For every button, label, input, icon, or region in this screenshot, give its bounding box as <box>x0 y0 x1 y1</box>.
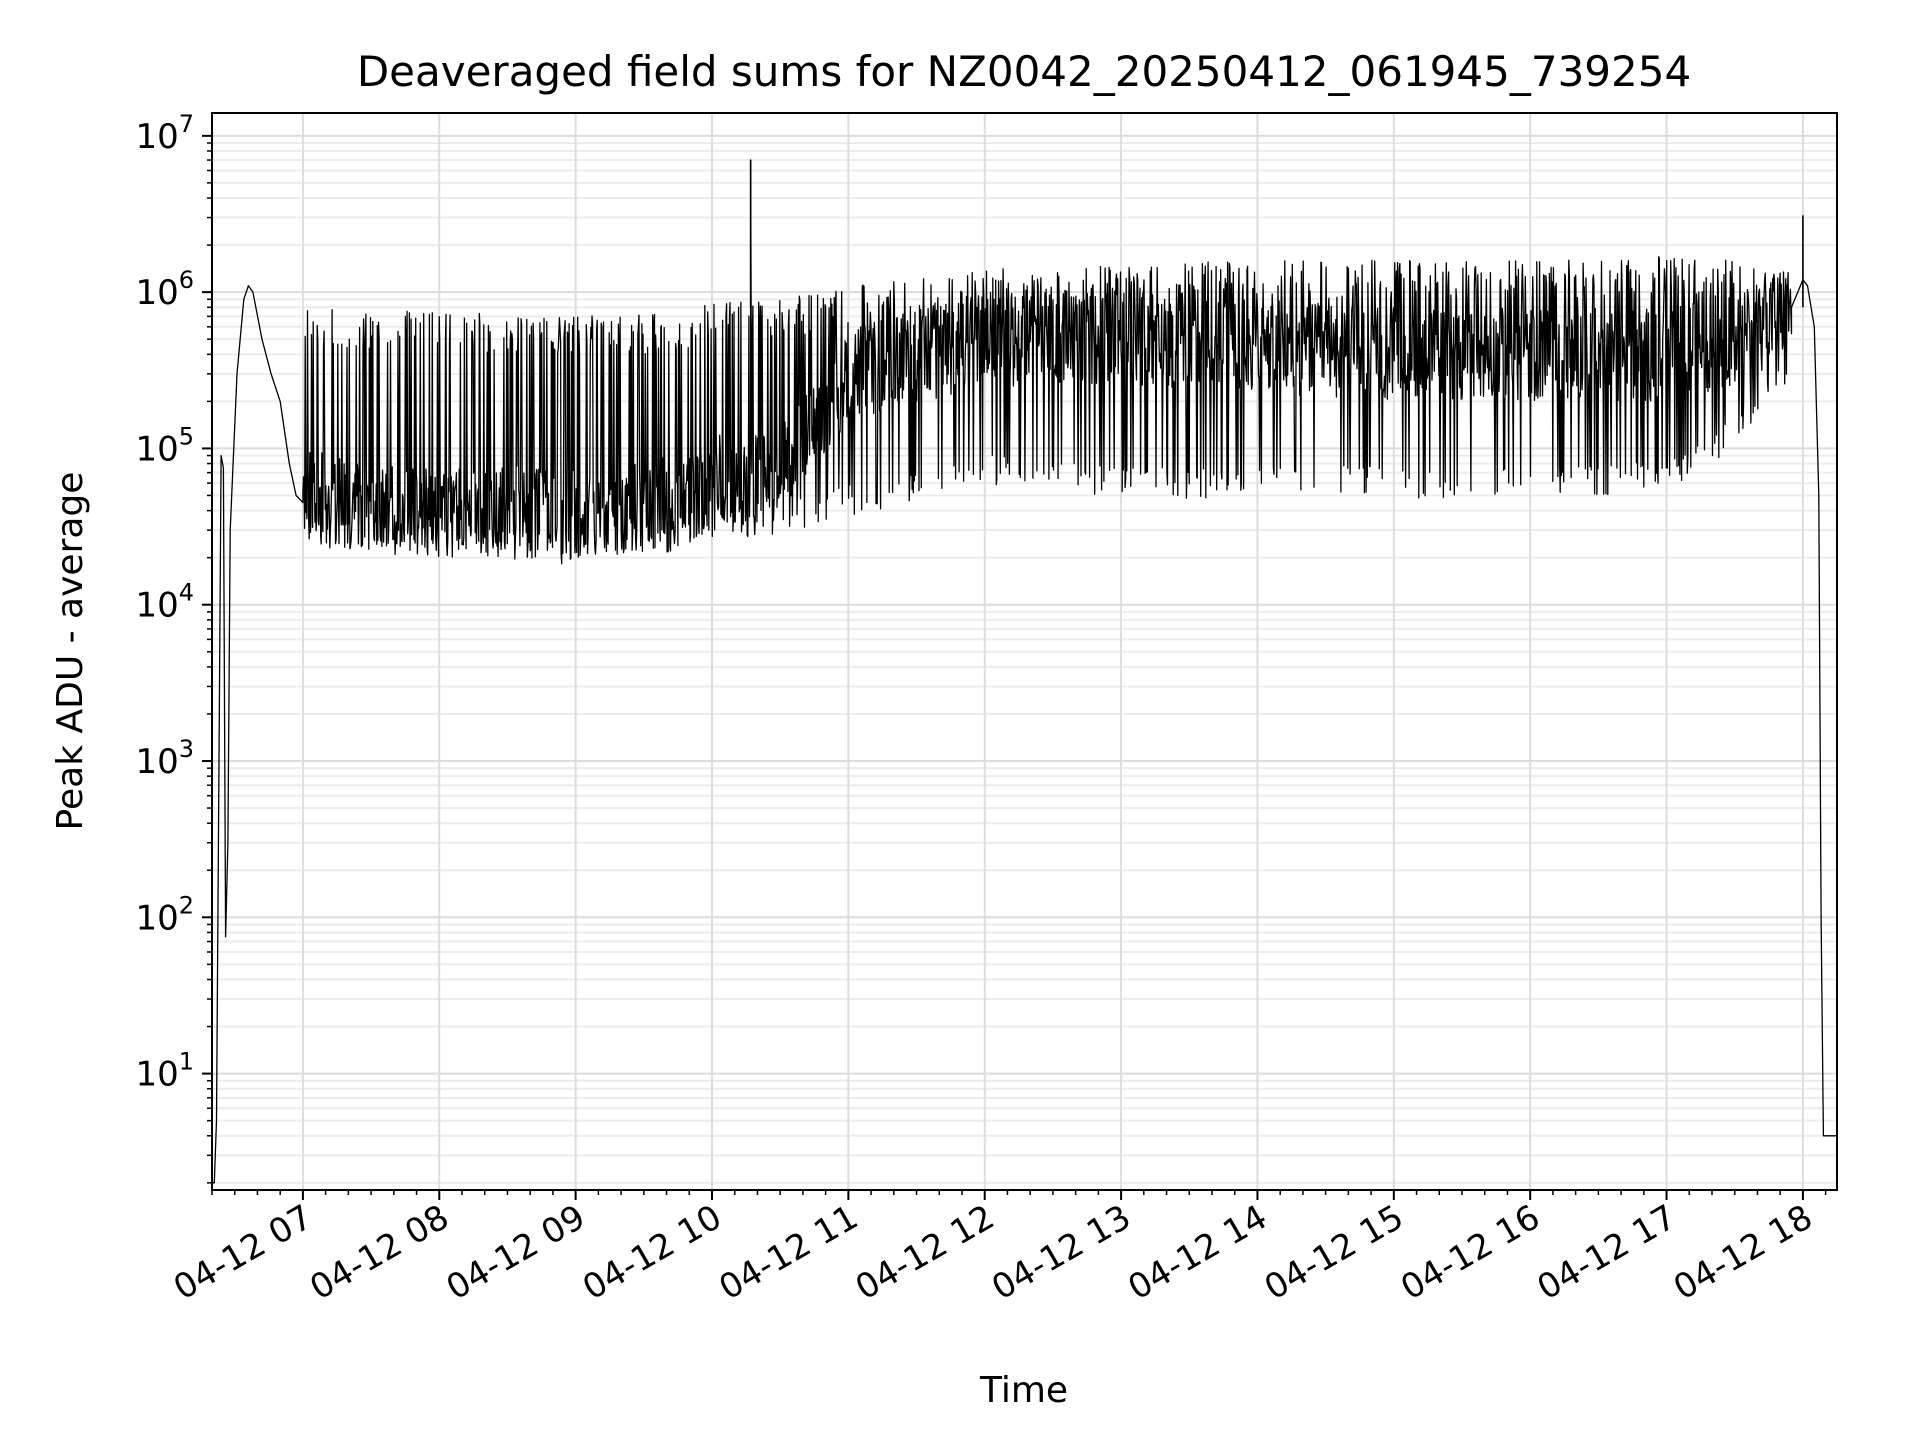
y-axis-label: Peak ADU - average <box>50 472 91 831</box>
y-tick-label: 103 <box>135 735 194 782</box>
x-tick-label: 04-12 13 <box>985 1197 1137 1308</box>
data-series <box>212 159 1837 1184</box>
grid <box>212 113 1837 1190</box>
x-tick-label: 04-12 08 <box>303 1197 455 1308</box>
series-line <box>212 159 1837 1184</box>
x-tick-label: 04-12 16 <box>1394 1197 1546 1308</box>
y-tick-label: 107 <box>135 110 194 157</box>
x-tick-label: 04-12 17 <box>1531 1197 1683 1308</box>
y-tick-label: 104 <box>135 579 194 626</box>
x-tick-label: 04-12 15 <box>1258 1197 1410 1308</box>
y-tick-label: 105 <box>135 422 194 469</box>
y-tick-label: 102 <box>135 891 194 938</box>
chart-title: Deaveraged field sums for NZ0042_2025041… <box>357 47 1691 96</box>
x-tick-label: 04-12 12 <box>849 1197 1001 1308</box>
y-tick-label: 106 <box>135 266 194 313</box>
x-axis-label: Time <box>979 1370 1068 1411</box>
y-tick-label: 101 <box>135 1048 194 1095</box>
x-tick-label: 04-12 07 <box>167 1197 319 1308</box>
x-tick-label: 04-12 09 <box>440 1197 592 1308</box>
x-tick-label: 04-12 10 <box>576 1197 728 1308</box>
x-tick-label: 04-12 18 <box>1667 1197 1819 1308</box>
x-tick-label: 04-12 11 <box>712 1197 864 1308</box>
x-tick-label: 04-12 14 <box>1122 1197 1274 1308</box>
